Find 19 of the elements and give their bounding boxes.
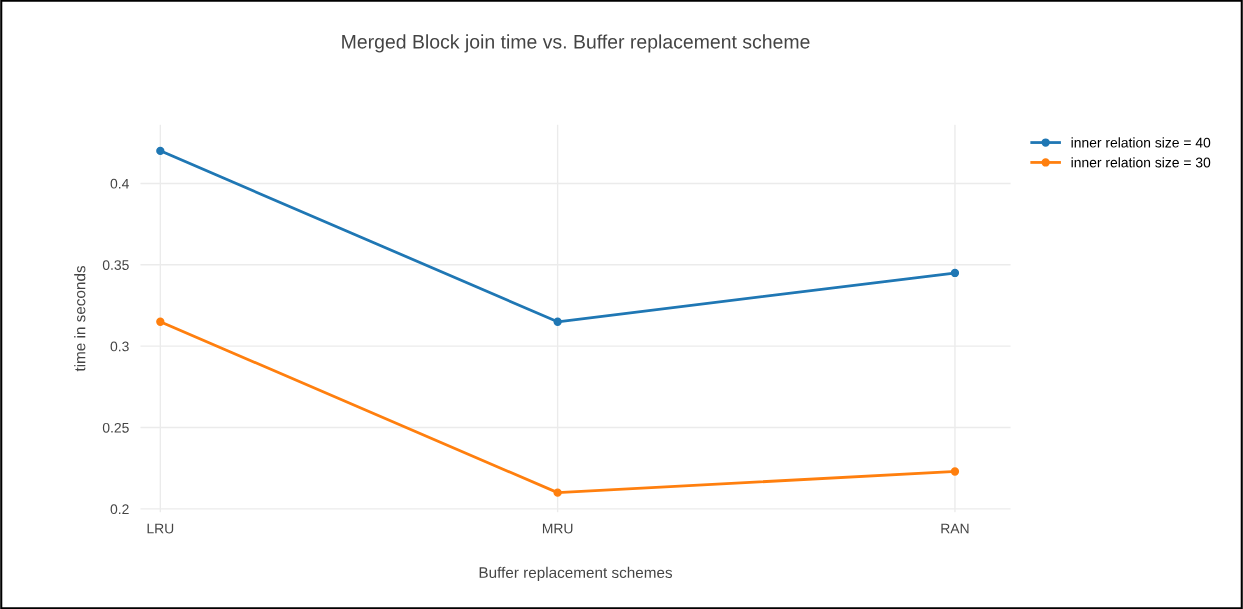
x-tick-label: LRU [147, 523, 174, 534]
y-axis-title: time in seconds [74, 265, 86, 372]
x-tick-label: MRU [542, 523, 573, 534]
y-tick-label: 0.35 [102, 260, 129, 270]
point [950, 268, 960, 278]
point [553, 488, 562, 497]
legend-label: inner relation size = 30 [1071, 157, 1211, 168]
x-tick-label: RAN [941, 523, 969, 534]
y-tick-label: 0.4 [110, 178, 129, 189]
y-tick-label: 0.2 [110, 504, 129, 515]
x-axis-title: Buffer replacement schemes [479, 566, 673, 582]
chart-title: Merged Block join time vs. Buffer replacement scheme [342, 34, 810, 53]
point [156, 317, 165, 326]
y-tick-label: 0.25 [102, 422, 129, 433]
point [553, 317, 562, 326]
legend-label: inner relation size = 40 [1071, 137, 1211, 148]
point [156, 146, 165, 156]
point [950, 467, 960, 476]
y-tick-label: 0.3 [110, 341, 129, 352]
